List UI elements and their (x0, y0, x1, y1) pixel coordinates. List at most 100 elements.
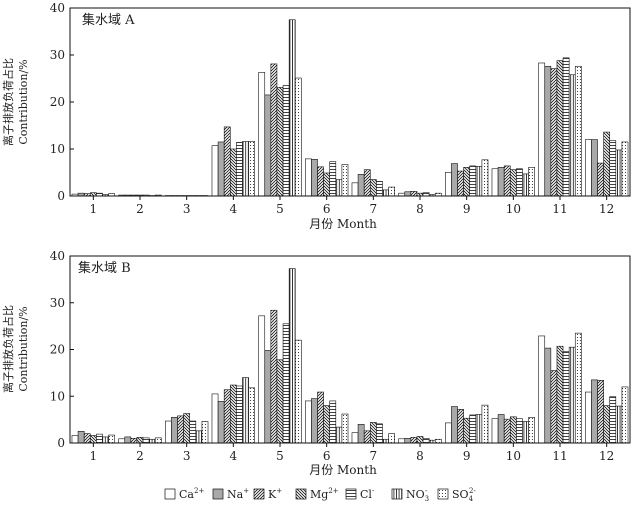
bar-K+-month-11 (550, 370, 558, 444)
bar-Cl--month-10 (516, 418, 523, 444)
x-tick-label: 11 (552, 202, 567, 216)
x-axis-label: 月份 Month (309, 217, 377, 231)
bar-NO3--month-6 (335, 426, 343, 444)
bar-Mg2+-month-7 (369, 179, 377, 197)
bar-NO3--month-12 (615, 149, 623, 197)
bar-NO3--month-5 (288, 268, 296, 444)
bar-Cl--month-6 (329, 161, 337, 197)
bar-Na+-month-9 (451, 163, 458, 197)
y-tick-label: 20 (50, 343, 65, 357)
legend-item: K+ (253, 487, 282, 501)
bar-Mg2+-month-1 (89, 435, 97, 444)
legend-label: K+ (268, 487, 282, 501)
legend-swatch (391, 488, 403, 500)
bar-K+-month-10 (503, 418, 511, 444)
bar-Cl--month-6 (329, 400, 337, 444)
bar-Cl--month-3 (189, 420, 197, 444)
bar-Na+-month-10 (497, 414, 505, 444)
bar-SO42--month-1 (108, 434, 115, 444)
bar-SO42--month-5 (294, 77, 302, 197)
bar-SO42--month-12 (621, 386, 629, 444)
bar-SO42--month-4 (248, 141, 255, 197)
bar-K+-month-5 (270, 63, 278, 197)
bar-Cl--month-11 (562, 57, 570, 197)
bar-Na+-month-12 (591, 139, 598, 197)
y-tick-label: 10 (50, 389, 65, 403)
bar-K+-month-10 (503, 165, 511, 197)
bar-Na+-month-11 (544, 347, 552, 444)
y-tick-label: 30 (50, 48, 65, 62)
x-tick-label: 1 (90, 202, 98, 216)
bar-SO42--month-9 (481, 159, 489, 197)
bar-NO3--month-11 (568, 74, 576, 197)
bar-NO3--month-7 (382, 189, 389, 197)
x-tick-label: 1 (90, 449, 98, 463)
bar-Ca2+-month-11 (538, 62, 546, 197)
bar-K+-month-12 (597, 380, 604, 444)
bar-NO3--month-9 (475, 414, 483, 444)
bar-Mg2+-month-12 (603, 405, 611, 444)
bar-SO42--month-12 (621, 141, 629, 197)
bar-Mg2+-month-10 (509, 416, 517, 444)
x-tick-label: 2 (136, 449, 144, 463)
bar-K+-month-1 (83, 433, 91, 444)
legend-label: Cl- (360, 487, 375, 501)
panel-title: 集水域 A (82, 12, 135, 28)
legend-label: NO3- (406, 487, 429, 503)
bar-Mg2+-month-11 (556, 60, 564, 197)
legend: Ca2+ Na+ K+ Mg2+ Cl- NO3- SO42- (164, 487, 476, 503)
bar-Cl--month-2 (142, 437, 150, 444)
bar-SO42--month-11 (574, 65, 582, 197)
bar-Na+-month-9 (451, 406, 458, 444)
bar-Ca2+-month-11 (538, 335, 546, 444)
x-tick-label: 3 (183, 202, 191, 216)
chart-panel-b: 集水域 B 离子排放负荷占比 Contribution/% 月份 Month 0… (1, 249, 631, 477)
bar-Mg2+-month-8 (416, 436, 424, 444)
bar-Mg2+-month-10 (509, 169, 517, 197)
y-tick-label: 10 (50, 142, 65, 156)
x-tick-label: 8 (416, 449, 424, 463)
bar-SO42--month-7 (388, 186, 395, 197)
y-tick-label: 0 (57, 436, 65, 450)
y-tick-label: 20 (50, 95, 65, 109)
x-tick-label: 10 (506, 449, 521, 463)
bar-Ca2+-month-12 (585, 139, 592, 197)
bar-Na+-month-7 (357, 174, 365, 197)
bar-SO42--month-6 (341, 413, 349, 444)
bar-K+-month-12 (597, 162, 604, 197)
bar-Ca2+-month-5 (258, 72, 266, 197)
bar-Cl--month-12 (609, 140, 617, 197)
bar-K+-month-8 (410, 437, 418, 444)
bar-Ca2+-month-3 (165, 420, 172, 444)
bar-NO3--month-3 (195, 430, 203, 444)
bar-Ca2+-month-7 (351, 182, 359, 197)
bar-SO42--month-3 (201, 421, 209, 444)
bar-SO42--month-11 (574, 332, 582, 444)
bar-K+-month-9 (457, 409, 464, 444)
bar-Mg2+-month-3 (183, 413, 191, 444)
bar-NO3--month-2 (148, 438, 156, 444)
x-tick-label: 12 (599, 202, 614, 216)
bar-NO3--month-12 (615, 405, 623, 444)
bar-NO3--month-1 (102, 436, 109, 444)
x-tick-label: 7 (370, 202, 378, 216)
legend-swatch (295, 488, 307, 500)
bar-Ca2+-month-7 (351, 432, 359, 444)
bar-Cl--month-4 (236, 142, 243, 197)
bar-Mg2+-month-4 (229, 148, 237, 197)
bar-Cl--month-8 (422, 438, 430, 444)
bar-Mg2+-month-5 (276, 87, 284, 197)
bar-NO3--month-6 (335, 179, 343, 197)
bar-Na+-month-4 (217, 141, 225, 197)
bar-Ca2+-month-2 (118, 438, 126, 444)
bar-Cl--month-12 (609, 396, 617, 444)
legend-swatch (437, 488, 449, 500)
bar-NO3--month-7 (382, 438, 389, 444)
bar-NO3--month-9 (475, 166, 483, 197)
y-axis-label-en: Contribution/% (17, 306, 30, 391)
bar-SO42--month-7 (388, 433, 395, 444)
y-tick-label: 40 (50, 249, 65, 263)
bar-NO3--month-10 (522, 421, 529, 444)
plot-frame (69, 7, 631, 197)
x-axis-label: 月份 Month (309, 463, 377, 477)
